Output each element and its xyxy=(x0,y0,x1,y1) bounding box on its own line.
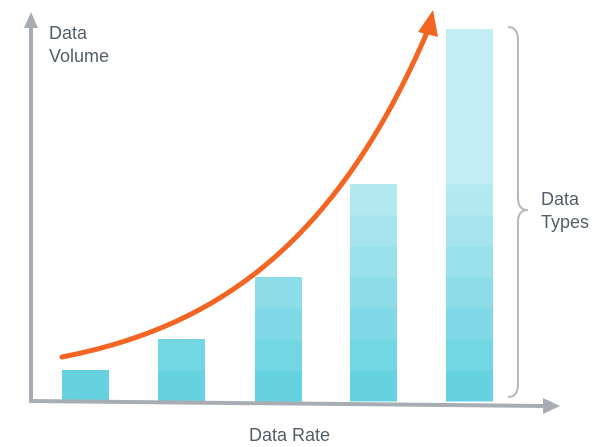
bar-5-segment xyxy=(446,215,493,247)
bar-4-segment xyxy=(350,215,397,247)
bar-5 xyxy=(446,29,493,402)
bar-5-segment xyxy=(446,339,493,371)
bar-3 xyxy=(255,277,302,402)
bar-4 xyxy=(350,184,397,402)
bar-3-segment xyxy=(255,277,302,309)
bar-5-segment xyxy=(446,308,493,340)
y-axis-label-line2: Volume xyxy=(49,46,110,66)
bar-4-segment xyxy=(350,184,397,216)
bar-5-segment xyxy=(446,184,493,216)
bar-4-segment xyxy=(350,308,397,340)
y-axis-label-line1: Data xyxy=(49,23,88,43)
growth-curve xyxy=(59,27,431,360)
bar-5-segment xyxy=(446,29,493,61)
bar-1 xyxy=(62,370,109,402)
data-types-brace xyxy=(507,26,529,398)
bar-5-segment xyxy=(446,246,493,278)
brace-label-line2: Types xyxy=(541,212,590,232)
bar-3-segment xyxy=(255,370,302,402)
bar-5-segment xyxy=(446,277,493,309)
y-axis-label: Data Volume xyxy=(49,22,109,68)
bar-5-segment xyxy=(446,370,493,402)
bar-4-segment xyxy=(350,277,397,309)
bar-1-segment xyxy=(62,370,109,402)
brace-label: Data Types xyxy=(541,188,589,234)
growth-arrowhead-icon xyxy=(418,10,438,37)
bar-4-segment xyxy=(350,370,397,402)
bar-5-segment xyxy=(446,60,493,92)
x-axis-arrowhead-icon xyxy=(543,398,560,414)
bar-2-segment xyxy=(158,339,205,371)
bar-4-segment xyxy=(350,246,397,278)
bar-2 xyxy=(158,339,205,402)
bar-5-segment xyxy=(446,122,493,154)
bar-4-segment xyxy=(350,339,397,371)
bar-3-segment xyxy=(255,339,302,371)
x-axis-label: Data Rate xyxy=(249,425,331,445)
y-axis-arrowhead-icon xyxy=(24,12,38,28)
bar-2-segment xyxy=(158,370,205,402)
bar-3-segment xyxy=(255,308,302,340)
brace-label-line1: Data xyxy=(541,189,580,209)
bar-5-segment xyxy=(446,153,493,185)
bar-5-segment xyxy=(446,91,493,123)
bars xyxy=(62,29,493,402)
x-axis xyxy=(28,399,546,408)
